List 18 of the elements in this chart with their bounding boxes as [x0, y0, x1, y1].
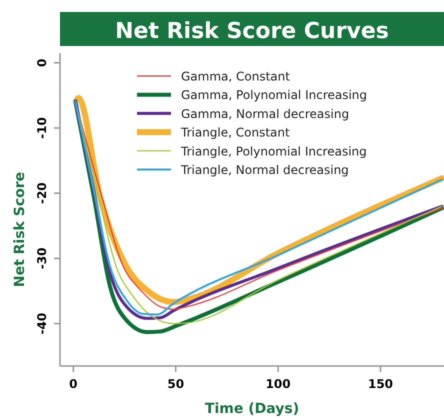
legend-label: Gamma, Polynomial Increasing [181, 88, 368, 102]
legend-label: Triangle, Polynomial Increasing [180, 144, 367, 158]
y-tick-label: -10 [35, 117, 49, 139]
y-tick-label: -30 [35, 248, 49, 270]
x-tick-label: 150 [368, 377, 394, 391]
x-axis-title: Time (Days) [204, 401, 300, 417]
y-axis-title: Net Risk Score [12, 172, 28, 288]
y-tick-label: -20 [35, 182, 49, 204]
y-tick-label: 0 [35, 58, 49, 67]
y-tick-label: -40 [35, 312, 49, 334]
x-tick-label: 50 [167, 377, 184, 391]
legend-label: Gamma, Normal decreasing [181, 106, 350, 121]
chart-title: Net Risk Score Curves [115, 19, 389, 44]
legend-label: Gamma, Constant [181, 70, 290, 84]
legend-label: Triangle, Constant [180, 126, 290, 140]
legend-label: Triangle, Normal decreasing [180, 163, 349, 177]
x-tick-label: 100 [266, 377, 291, 391]
x-tick-label: 0 [69, 377, 78, 391]
